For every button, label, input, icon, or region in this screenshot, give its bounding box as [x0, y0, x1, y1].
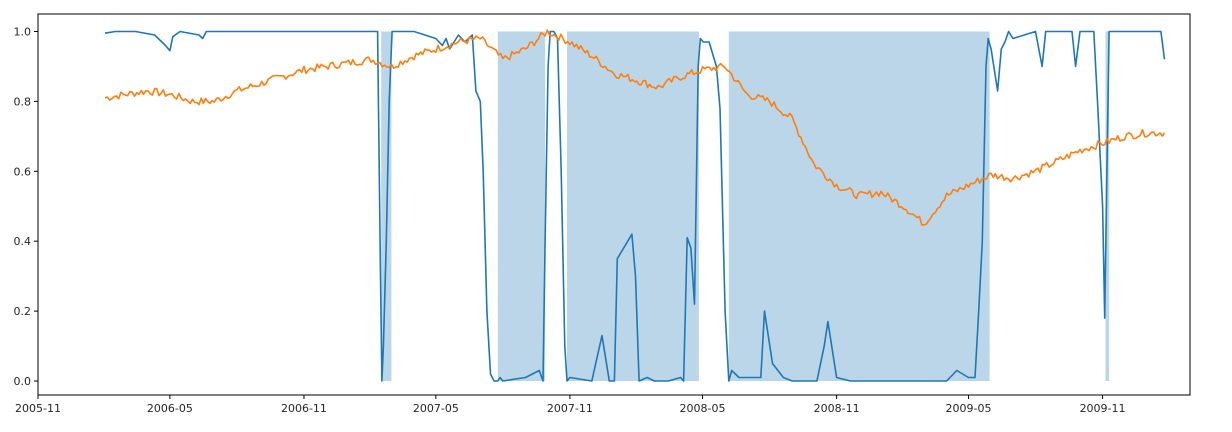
- x-tick-label: 2008-05: [680, 402, 726, 415]
- x-tick-label: 2007-11: [547, 402, 593, 415]
- shaded-regions: [381, 31, 1110, 382]
- series-2-line: [104, 29, 1166, 226]
- series-lines: [104, 29, 1166, 382]
- shaded-region-5: [1105, 31, 1110, 382]
- y-tick-label: 0.8: [14, 95, 32, 108]
- x-tick-label: 2006-05: [147, 402, 193, 415]
- shaded-region-2: [497, 31, 546, 382]
- plot-frame: [37, 13, 1191, 396]
- x-tick-label: 2008-11: [814, 402, 860, 415]
- series-1-line: [104, 30, 1166, 382]
- x-tick-label: 2009-05: [946, 402, 992, 415]
- shaded-region-3: [567, 31, 699, 382]
- x-tick-label: 2006-11: [281, 402, 327, 415]
- x-tick-label: 2007-05: [413, 402, 459, 415]
- y-axis: 0.0 0.2 0.4 0.6 0.8 1.0: [14, 25, 38, 388]
- shaded-region-4: [728, 31, 990, 382]
- y-tick-label: 0.2: [14, 305, 32, 318]
- x-axis: 2005-11 2006-05 2006-11 2007-05 2007-11 2008-…: [15, 395, 1126, 415]
- y-tick-label: 0.4: [14, 235, 32, 248]
- y-tick-label: 0.0: [14, 375, 32, 388]
- y-tick-label: 1.0: [14, 25, 32, 38]
- x-tick-label: 2009-11: [1080, 402, 1126, 415]
- x-tick-label: 2005-11: [15, 402, 61, 415]
- y-tick-label: 0.6: [14, 165, 32, 178]
